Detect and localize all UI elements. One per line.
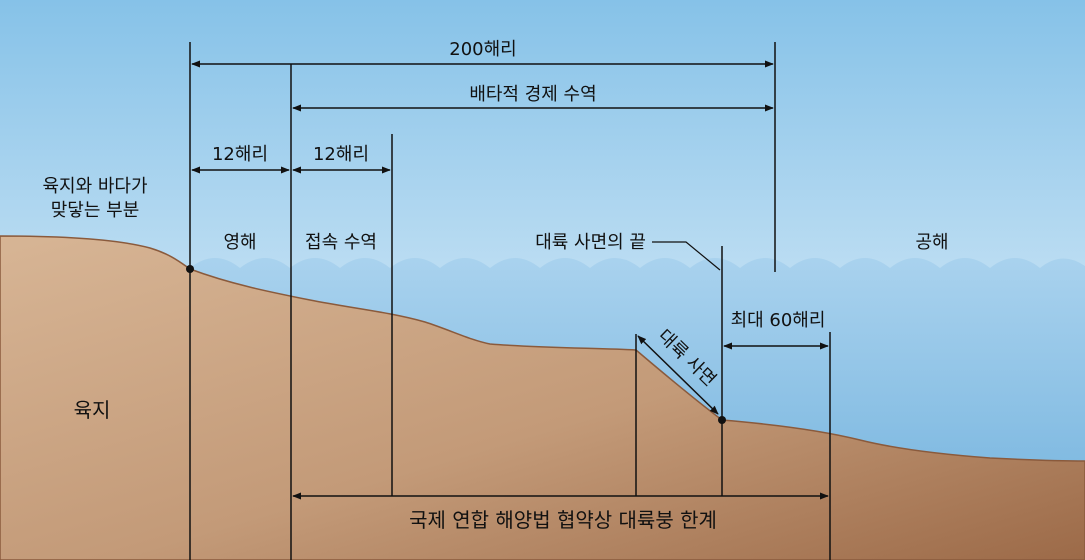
shelf-edge-leader [652,241,721,271]
label-high-seas: 공해 [915,232,948,253]
coast-point [186,265,194,273]
label-shelf-edge: 대륙 사면의 끝 [535,232,646,253]
label-shelf-limit: 국제 연합 해양법 협약상 대륙붕 한계 [409,508,717,532]
label-land: 육지 [74,398,111,422]
label-territorial-sea: 영해 [223,232,256,253]
label-max-60nm: 최대 60해리 [731,310,826,331]
label-coastline-line1: 육지와 바다가 [42,176,147,197]
slope-foot-point [718,416,726,424]
label-200nm: 200해리 [449,39,516,60]
arrow-slope [637,335,719,415]
label-eez: 배타적 경제 수역 [469,84,596,105]
label-contiguous-zone: 접속 수역 [305,232,377,253]
label-coastline-line2: 맞닿는 부분 [51,200,140,221]
label-contiguous-12nm: 12해리 [313,144,369,165]
label-territorial-12nm: 12해리 [212,144,268,165]
land-area [0,235,1085,560]
